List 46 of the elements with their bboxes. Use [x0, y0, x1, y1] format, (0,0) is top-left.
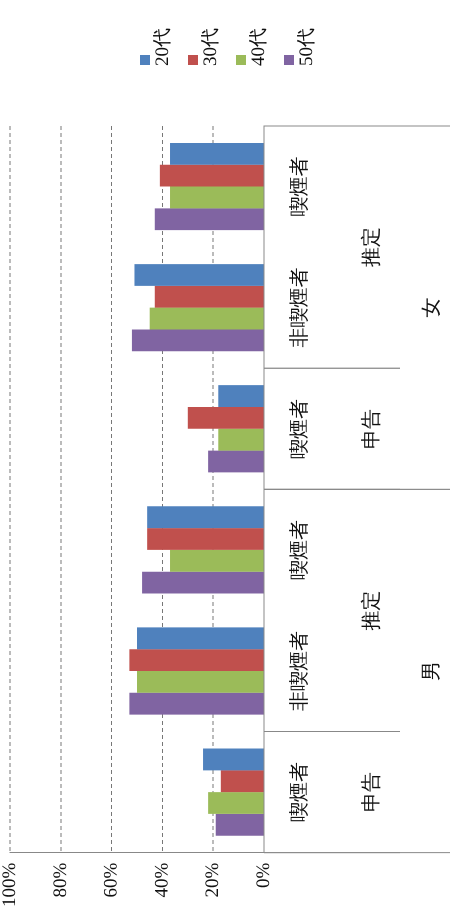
bar [154, 286, 264, 308]
text: 男 [420, 661, 442, 682]
bar [147, 528, 264, 550]
bar [170, 142, 264, 165]
legend-label: 40代 [248, 28, 269, 66]
bar [208, 450, 264, 472]
text: 申告 [360, 772, 382, 812]
y-tick-label: 喫煙者 [288, 762, 310, 822]
bar [170, 550, 264, 572]
y-tick-label: 非喫煙者 [288, 631, 310, 712]
x-tick-label: 100% [0, 862, 20, 907]
bar [208, 792, 264, 814]
y-tick-label: 喫煙者 [288, 156, 310, 217]
y-tick-label: 喫煙者 [288, 520, 310, 580]
bar [142, 572, 264, 594]
bar [220, 770, 264, 792]
bar [203, 748, 264, 770]
bar [129, 692, 264, 715]
x-tick-label: 80% [50, 862, 71, 898]
bar [150, 308, 264, 330]
text: 申告 [360, 408, 382, 449]
bar [147, 506, 264, 528]
x-tick-label: 40% [151, 862, 172, 898]
legend-label: 20代 [152, 28, 173, 66]
bar [218, 428, 264, 451]
bar [160, 164, 264, 187]
bar [132, 329, 264, 352]
bar [170, 186, 264, 208]
bar [134, 264, 264, 286]
x-tick-label: 20% [202, 862, 224, 898]
bar [218, 385, 264, 407]
y-tick-label: 非喫煙者 [288, 268, 310, 348]
text: 女 [420, 298, 442, 318]
y-tick-label: 喫煙者 [288, 398, 310, 459]
bar [129, 649, 264, 672]
legend-label: 50代 [296, 28, 317, 66]
bar [154, 208, 264, 230]
bar [216, 814, 264, 836]
x-tick-label: 60% [100, 862, 122, 898]
bar [137, 627, 264, 650]
bar [137, 671, 264, 693]
text: 推定 [360, 590, 382, 630]
text: 推定 [360, 227, 382, 268]
x-tick-label: 0% [252, 862, 274, 888]
bar [188, 406, 264, 429]
legend-label: 30代 [200, 28, 221, 66]
